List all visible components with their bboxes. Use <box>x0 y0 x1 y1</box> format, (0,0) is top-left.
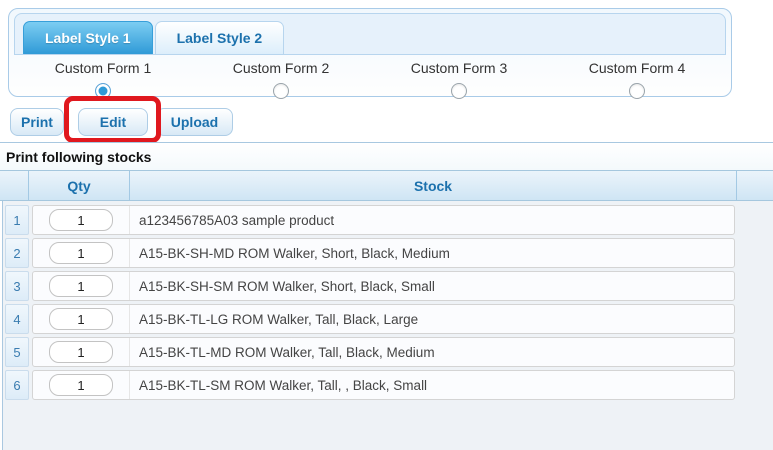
stocks-section: Print following stocks Qty Stock 1 a1234… <box>0 142 773 450</box>
stock-row-card: A15-BK-TL-SM ROM Walker, Tall, , Black, … <box>32 370 735 400</box>
custom-form-3-label: Custom Form 3 <box>410 60 508 76</box>
upload-button[interactable]: Upload <box>156 108 233 136</box>
edit-button[interactable]: Edit <box>78 108 148 136</box>
stock-label: A15-BK-SH-MD ROM Walker, Short, Black, M… <box>139 245 450 261</box>
custom-form-radio-group: Custom Form 1 Custom Form 2 Custom Form … <box>14 57 726 99</box>
qty-cell <box>33 239 130 267</box>
row-number: 3 <box>5 271 29 301</box>
tab-label-style-1[interactable]: Label Style 1 <box>23 21 153 54</box>
row-number: 1 <box>5 205 29 235</box>
stock-label: A15-BK-TL-MD ROM Walker, Tall, Black, Me… <box>139 344 435 360</box>
print-button[interactable]: Print <box>10 108 64 136</box>
table-row: 4 A15-BK-TL-LG ROM Walker, Tall, Black, … <box>5 304 773 334</box>
custom-form-2-radio[interactable] <box>273 83 289 99</box>
tab-bar: Label Style 1 Label Style 2 <box>14 13 726 55</box>
stocks-section-title: Print following stocks <box>0 142 773 170</box>
custom-form-3-option[interactable]: Custom Form 3 <box>370 57 548 99</box>
custom-form-4-label: Custom Form 4 <box>588 60 686 76</box>
custom-form-1-option[interactable]: Custom Form 1 <box>14 57 192 99</box>
custom-form-1-radio[interactable] <box>95 83 111 99</box>
qty-cell <box>33 272 130 300</box>
stock-row-card: A15-BK-TL-MD ROM Walker, Tall, Black, Me… <box>32 337 735 367</box>
stock-row-card: A15-BK-SH-SM ROM Walker, Short, Black, S… <box>32 271 735 301</box>
stock-row-card: A15-BK-TL-LG ROM Walker, Tall, Black, La… <box>32 304 735 334</box>
row-number-column-header <box>0 171 28 200</box>
custom-form-4-option[interactable]: Custom Form 4 <box>548 57 726 99</box>
qty-input[interactable] <box>49 209 113 231</box>
end-column-header <box>736 171 773 200</box>
stock-label: A15-BK-TL-SM ROM Walker, Tall, , Black, … <box>139 377 428 393</box>
qty-input[interactable] <box>49 374 113 396</box>
tab-label-style-2[interactable]: Label Style 2 <box>154 21 285 54</box>
table-row: 6 A15-BK-TL-SM ROM Walker, Tall, , Black… <box>5 370 773 400</box>
qty-input[interactable] <box>49 275 113 297</box>
row-number: 5 <box>5 337 29 367</box>
qty-cell <box>33 338 130 366</box>
qty-input[interactable] <box>49 341 113 363</box>
custom-form-3-radio[interactable] <box>451 83 467 99</box>
stock-row-card: A15-BK-SH-MD ROM Walker, Short, Black, M… <box>32 238 735 268</box>
label-style-panel: Label Style 1 Label Style 2 Custom Form … <box>8 8 732 99</box>
stock-row-card: a123456785A03 sample product <box>32 205 735 235</box>
custom-form-4-radio[interactable] <box>629 83 645 99</box>
qty-cell <box>33 305 130 333</box>
table-row: 3 A15-BK-SH-SM ROM Walker, Short, Black,… <box>5 271 773 301</box>
qty-input[interactable] <box>49 242 113 264</box>
row-number: 6 <box>5 370 29 400</box>
qty-input[interactable] <box>49 308 113 330</box>
stock-label: A15-BK-TL-LG ROM Walker, Tall, Black, La… <box>139 311 419 327</box>
row-number: 4 <box>5 304 29 334</box>
stock-label: a123456785A03 sample product <box>139 212 335 228</box>
custom-form-2-option[interactable]: Custom Form 2 <box>192 57 370 99</box>
table-row: 5 A15-BK-TL-MD ROM Walker, Tall, Black, … <box>5 337 773 367</box>
custom-form-2-label: Custom Form 2 <box>232 60 330 76</box>
stocks-table-header: Qty Stock <box>0 170 773 201</box>
qty-column-header: Qty <box>28 171 129 200</box>
stock-label: A15-BK-SH-SM ROM Walker, Short, Black, S… <box>139 278 435 294</box>
table-row: 1 a123456785A03 sample product <box>5 205 773 235</box>
qty-cell <box>33 206 130 234</box>
stock-column-header: Stock <box>129 171 736 200</box>
custom-form-1-label: Custom Form 1 <box>54 60 152 76</box>
qty-cell <box>33 371 130 399</box>
table-row: 2 A15-BK-SH-MD ROM Walker, Short, Black,… <box>5 238 773 268</box>
stocks-table-body: 1 a123456785A03 sample product 2 A15-BK-… <box>2 201 773 450</box>
row-number: 2 <box>5 238 29 268</box>
